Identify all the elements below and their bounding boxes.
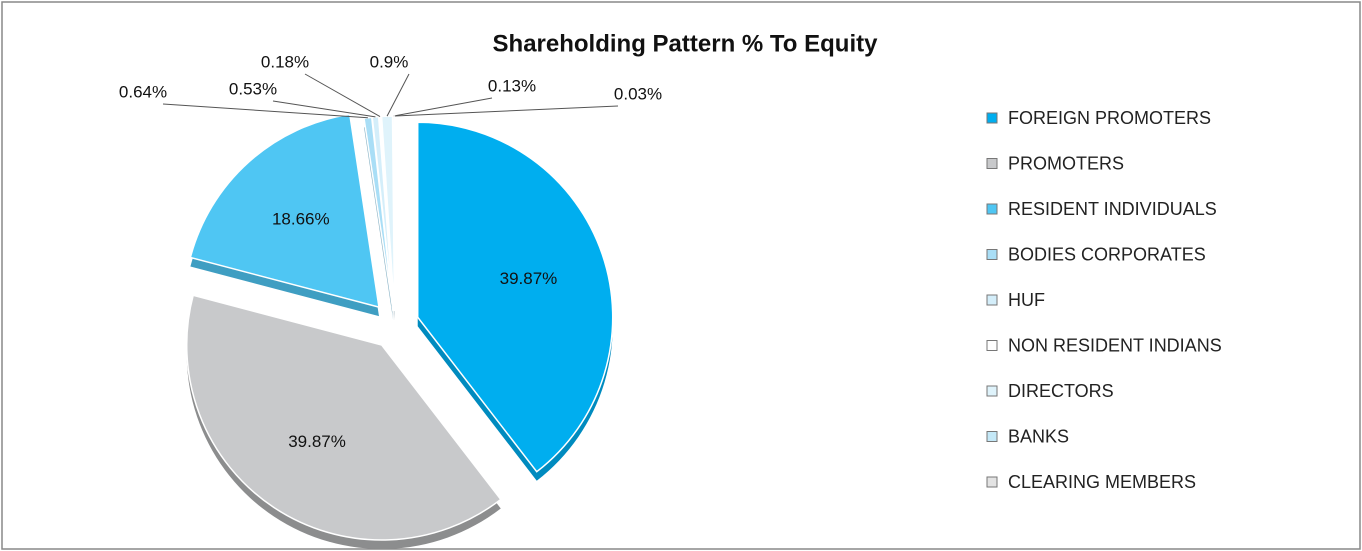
- slice: [189, 113, 380, 309]
- leader-line: [272, 100, 376, 118]
- value-label: 18.66%: [272, 210, 330, 229]
- legend-text: NON RESIDENT INDIANS: [1008, 335, 1222, 355]
- legend-text: DIRECTORS: [1008, 381, 1114, 401]
- legend-swatch: [986, 431, 998, 442]
- value-label: 0.64%: [119, 82, 167, 101]
- legend-swatch: [986, 294, 998, 306]
- slice: [416, 121, 614, 473]
- legend-text: FOREIGN PROMOTERS: [1008, 108, 1211, 128]
- legend-swatch: [986, 340, 998, 351]
- legend-text: BODIES CORPORATES: [1008, 244, 1206, 264]
- legend-swatch: [986, 385, 998, 397]
- legend-swatch: [986, 112, 998, 124]
- leader-line: [386, 73, 410, 117]
- value-label: 39.87%: [288, 432, 346, 451]
- legend-swatch: [986, 476, 998, 488]
- slice-side: [364, 126, 394, 321]
- legend-text: RESIDENT INDIVIDUALS: [1008, 199, 1217, 219]
- legend-text: CLEARING MEMBERS: [1008, 472, 1196, 492]
- value-label: 39.87%: [500, 269, 558, 288]
- value-label: 0.18%: [261, 52, 309, 71]
- leader-line: [393, 97, 493, 117]
- chart-title: Shareholding Pattern % To Equity: [493, 30, 879, 57]
- value-label: 0.53%: [229, 79, 277, 98]
- legend-swatch: [986, 249, 998, 260]
- legend-text: BANKS: [1008, 426, 1069, 446]
- leader-line: [304, 73, 381, 117]
- legend-text: PROMOTERS: [1008, 153, 1124, 173]
- leader-line: [162, 103, 368, 119]
- legend-text: HUF: [1008, 290, 1045, 310]
- value-label: 0.03%: [614, 84, 662, 103]
- leader-line: [394, 105, 619, 117]
- value-label: 0.13%: [488, 76, 536, 95]
- legend-swatch: [986, 203, 998, 215]
- legend-swatch: [986, 158, 998, 169]
- value-label: 0.9%: [370, 52, 409, 71]
- slice: [186, 294, 502, 541]
